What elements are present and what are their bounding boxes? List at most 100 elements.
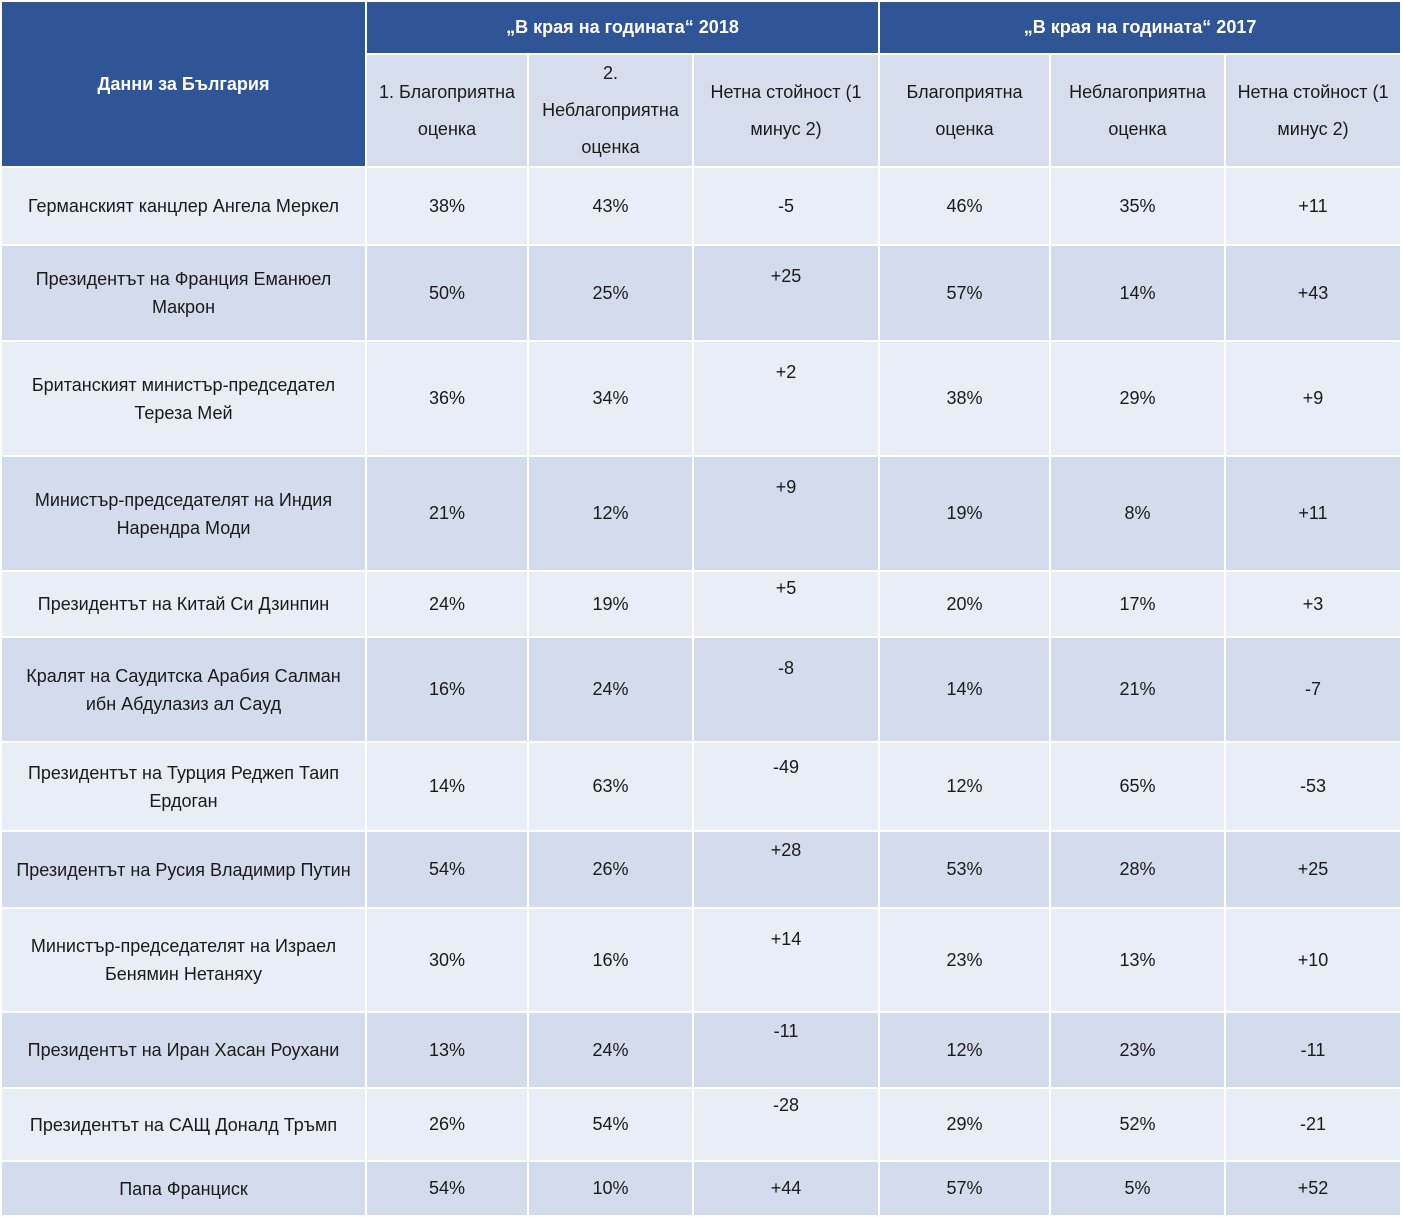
leader-name: Британският министър-председател Тереза … (0, 340, 367, 457)
unfav-2018: 25% (527, 244, 694, 342)
net-2017: -11 (1224, 1011, 1402, 1089)
net-2018: +2 (691, 340, 881, 457)
table-row: Президентът на САЩ Доналд Тръмп 26% 54% … (0, 1087, 1402, 1162)
net-2017: -53 (1224, 741, 1402, 832)
fav-2017: 57% (878, 244, 1052, 342)
unfav-2017: 28% (1049, 830, 1227, 909)
unfav-2018: 24% (527, 1011, 694, 1089)
unfav-2018: 34% (527, 340, 694, 457)
unfav-2018: 54% (527, 1087, 694, 1162)
net-2017: -21 (1224, 1087, 1402, 1162)
net-2017: +11 (1224, 455, 1402, 572)
table-row: Германският канцлер Ангела Меркел 38% 43… (0, 166, 1402, 246)
corner-header: Данни за България (0, 0, 367, 168)
fav-2017: 23% (878, 907, 1052, 1013)
fav-2018: 30% (365, 907, 529, 1013)
leader-name: Президентът на Иран Хасан Роухани (0, 1011, 367, 1089)
table-header: Данни за България „В края на годината“ 2… (0, 0, 1402, 168)
leader-name: Министър-председателят на Израел Бенямин… (0, 907, 367, 1013)
fav-2018: 38% (365, 166, 529, 246)
unfav-2017: 52% (1049, 1087, 1227, 1162)
net-2018: -5 (691, 166, 881, 246)
fav-2018: 54% (365, 830, 529, 909)
leader-name: Президентът на Русия Владимир Путин (0, 830, 367, 909)
leader-name: Министър-председателят на Индия Нарендра… (0, 455, 367, 572)
net-2017: +11 (1224, 166, 1402, 246)
fav-2018: 13% (365, 1011, 529, 1089)
table-row: Министър-председателят на Израел Бенямин… (0, 907, 1402, 1013)
fav-2018: 50% (365, 244, 529, 342)
table-body: Германският канцлер Ангела Меркел 38% 43… (0, 166, 1402, 1217)
fav-2017: 20% (878, 570, 1052, 638)
leader-name: Президентът на САЩ Доналд Тръмп (0, 1087, 367, 1162)
net-2017: +3 (1224, 570, 1402, 638)
fav-2017: 57% (878, 1160, 1052, 1217)
fav-2017: 14% (878, 636, 1052, 743)
table-row: Президентът на Русия Владимир Путин 54% … (0, 830, 1402, 909)
fav-2018: 24% (365, 570, 529, 638)
unfav-2018: 10% (527, 1160, 694, 1217)
unfav-2018: 12% (527, 455, 694, 572)
fav-2018: 21% (365, 455, 529, 572)
table-row: Президентът на Иран Хасан Роухани 13% 24… (0, 1011, 1402, 1089)
leader-name: Папа Франциск (0, 1160, 367, 1217)
unfav-2018: 24% (527, 636, 694, 743)
fav-2017: 46% (878, 166, 1052, 246)
table-row: Президентът на Франция Еманюел Макрон 50… (0, 244, 1402, 342)
fav-2018: 14% (365, 741, 529, 832)
net-2017: -7 (1224, 636, 1402, 743)
net-2018: +14 (691, 907, 881, 1013)
table-row: Министър-председателят на Индия Нарендра… (0, 455, 1402, 572)
unfav-2018: 16% (527, 907, 694, 1013)
group-header-2018: „В края на годината“ 2018 (364, 0, 881, 55)
fav-2018: 36% (365, 340, 529, 457)
net-2018: +44 (691, 1160, 881, 1217)
net-2018: -8 (691, 636, 881, 743)
leader-name: Президентът на Франция Еманюел Макрон (0, 244, 367, 342)
unfav-2017: 65% (1049, 741, 1227, 832)
net-2017: +52 (1224, 1160, 1402, 1217)
unfav-2018: 19% (527, 570, 694, 638)
fav-2018: 16% (365, 636, 529, 743)
col-header-net-2017: Нетна стойност (1 минус 2) (1224, 53, 1402, 168)
net-2018: -28 (691, 1087, 881, 1162)
table-row: Президентът на Китай Си Дзинпин 24% 19% … (0, 570, 1402, 638)
net-2018: +9 (691, 455, 881, 572)
unfav-2017: 13% (1049, 907, 1227, 1013)
net-2018: +25 (691, 244, 881, 342)
fav-2017: 12% (878, 741, 1052, 832)
unfav-2017: 35% (1049, 166, 1227, 246)
net-2018: +5 (691, 570, 881, 638)
unfav-2017: 23% (1049, 1011, 1227, 1089)
col-header-fav-2017: Благоприятна оценка (878, 53, 1052, 168)
group-header-2017: „В края на годината“ 2017 (878, 0, 1402, 55)
leader-name: Президентът на Китай Си Дзинпин (0, 570, 367, 638)
net-2017: +43 (1224, 244, 1402, 342)
col-header-net-2018: Нетна стойност (1 минус 2) (691, 53, 881, 168)
unfav-2017: 5% (1049, 1160, 1227, 1217)
table-row: Кралят на Саудитска Арабия Салман ибн Аб… (0, 636, 1402, 743)
leader-name: Германският канцлер Ангела Меркел (0, 166, 367, 246)
unfav-2017: 29% (1049, 340, 1227, 457)
leader-name: Кралят на Саудитска Арабия Салман ибн Аб… (0, 636, 367, 743)
unfav-2017: 14% (1049, 244, 1227, 342)
unfav-2017: 17% (1049, 570, 1227, 638)
table-row: Папа Франциск 54% 10% +44 57% 5% +52 (0, 1160, 1402, 1217)
fav-2017: 53% (878, 830, 1052, 909)
unfav-2018: 63% (527, 741, 694, 832)
col-header-fav-2018: 1. Благоприятна оценка (365, 53, 529, 168)
unfav-2018: 26% (527, 830, 694, 909)
unfav-2018: 43% (527, 166, 694, 246)
net-2018: -11 (691, 1011, 881, 1089)
table-row: Британският министър-председател Тереза … (0, 340, 1402, 457)
fav-2018: 54% (365, 1160, 529, 1217)
col-header-unfav-2017: Неблагоприятна оценка (1049, 53, 1227, 168)
net-2017: +25 (1224, 830, 1402, 909)
fav-2018: 26% (365, 1087, 529, 1162)
fav-2017: 19% (878, 455, 1052, 572)
unfav-2017: 8% (1049, 455, 1227, 572)
net-2017: +10 (1224, 907, 1402, 1013)
fav-2017: 12% (878, 1011, 1052, 1089)
table-row: Президентът на Турция Реджеп Таип Ердога… (0, 741, 1402, 832)
